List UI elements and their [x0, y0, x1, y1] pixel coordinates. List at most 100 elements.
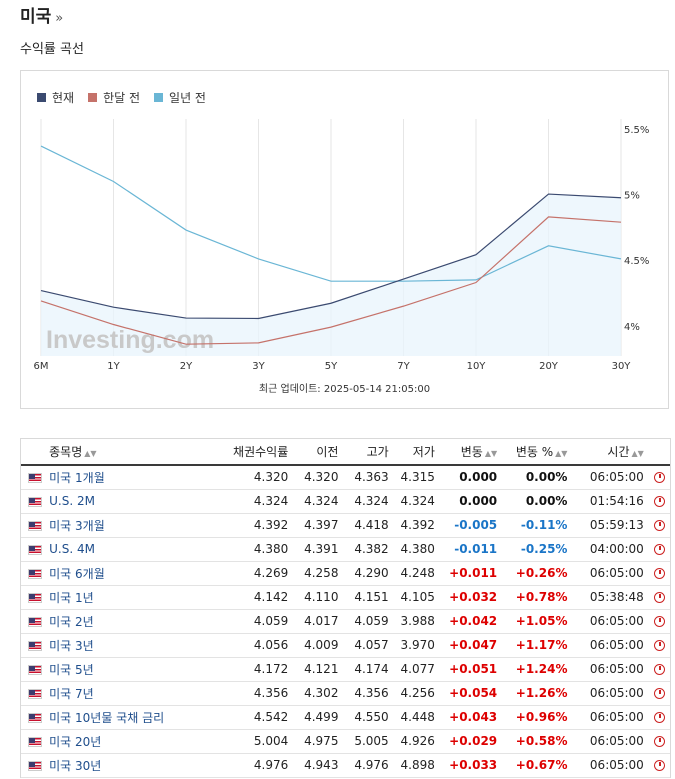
- prev-cell: 4.110: [304, 590, 339, 604]
- high-cell: 4.356: [354, 686, 389, 700]
- time-cell: 06:05:00: [589, 734, 644, 748]
- bond-name-cell[interactable]: 미국 1개월: [49, 465, 220, 489]
- legend-item[interactable]: 한달 전: [88, 89, 140, 106]
- legend-label: 현재: [52, 91, 75, 105]
- bond-name-cell[interactable]: U.S. 4M: [49, 537, 220, 561]
- clock-icon: [650, 657, 670, 681]
- yield-cell: 5.004: [253, 734, 289, 748]
- low-cell: 4.324: [400, 494, 435, 508]
- time-cell: 05:59:13: [589, 518, 644, 532]
- yield-cell: 4.059: [253, 614, 289, 628]
- bond-name-cell[interactable]: 미국 2년: [49, 609, 220, 633]
- table-row: 미국 2년 4.059 4.017 4.059 3.988 +0.042 +1.05% 06:…: [21, 609, 670, 633]
- clock-icon: [650, 729, 670, 753]
- yield-cell: 4.392: [253, 518, 289, 532]
- low-cell: 4.077: [400, 662, 435, 676]
- bond-name-link[interactable]: U.S. 2M: [49, 494, 95, 508]
- change-cell: +0.029: [449, 734, 498, 748]
- table-row: 미국 3개월 4.392 4.397 4.418 4.392 -0.005 -0.11% 05…: [21, 513, 670, 537]
- series-line: [40, 145, 622, 282]
- table-row: 미국 5년 4.172 4.121 4.174 4.077 +0.051 +1.24% 06:…: [21, 657, 670, 681]
- low-cell: 4.380: [400, 542, 435, 556]
- low-cell: 3.970: [400, 638, 435, 652]
- bond-name-cell[interactable]: 미국 6개월: [49, 561, 220, 585]
- header-change[interactable]: 변동 ▲▼: [460, 445, 498, 459]
- bond-name-link[interactable]: 미국 6개월: [49, 566, 105, 581]
- yield-cell: 4.142: [253, 590, 289, 604]
- change-pct-cell: -0.11%: [520, 518, 568, 532]
- yield-cell: 4.324: [253, 494, 289, 508]
- clock-icon: [650, 585, 670, 609]
- high-cell: 4.059: [354, 614, 389, 628]
- bond-table: 종목명 ▲▼ 채권수익률 이전 고가 저가 변동 ▲▼ 변동 % ▲▼ 시간 ▲▼ 미국…: [21, 439, 670, 778]
- bond-name-link[interactable]: 미국 5년: [49, 662, 94, 677]
- us-flag-icon: [21, 489, 49, 513]
- table-row: U.S. 4M 4.380 4.391 4.382 4.380 -0.011 -0.25% 0…: [21, 537, 670, 561]
- change-pct-cell: +0.67%: [515, 758, 568, 772]
- bond-name-link[interactable]: 미국 3년: [49, 638, 94, 653]
- header-name[interactable]: 종목명 ▲▼: [49, 445, 97, 459]
- bond-name-cell[interactable]: 미국 30년: [49, 753, 220, 777]
- clock-icon: [650, 537, 670, 561]
- bond-name-cell[interactable]: 미국 7년: [49, 681, 220, 705]
- high-cell: 4.363: [354, 470, 389, 485]
- clock-icon: [650, 609, 670, 633]
- time-cell: 01:54:16: [589, 494, 644, 508]
- time-cell: 06:05:00: [589, 710, 644, 724]
- high-cell: 4.550: [354, 710, 389, 724]
- header-flag: [21, 439, 49, 465]
- us-flag-icon: [21, 657, 49, 681]
- x-tick-label: 5Y: [325, 361, 338, 372]
- prev-cell: 4.391: [304, 542, 339, 556]
- bond-name-link[interactable]: 미국 3개월: [49, 518, 105, 533]
- legend-item[interactable]: 일년 전: [154, 89, 206, 106]
- bond-name-link[interactable]: 미국 1개월: [49, 470, 105, 485]
- prev-cell: 4.975: [304, 734, 339, 748]
- low-cell: 4.926: [400, 734, 435, 748]
- change-pct-cell: +1.05%: [515, 614, 568, 628]
- bond-name-link[interactable]: U.S. 4M: [49, 542, 95, 556]
- header-clock: [650, 439, 670, 465]
- title-arrow-icon[interactable]: »: [55, 11, 64, 26]
- prev-cell: 4.121: [304, 662, 339, 676]
- time-cell: 06:05:00: [589, 470, 644, 485]
- bond-name-link[interactable]: 미국 1년: [49, 590, 94, 605]
- us-flag-icon: [21, 633, 49, 657]
- page-title: 미국»: [20, 2, 63, 27]
- legend-label: 한달 전: [103, 91, 141, 105]
- bond-name-cell[interactable]: 미국 1년: [49, 585, 220, 609]
- header-change-pct[interactable]: 변동 % ▲▼: [515, 445, 568, 459]
- x-tick-label: 7Y: [397, 361, 410, 372]
- bond-name-cell[interactable]: 미국 3년: [49, 633, 220, 657]
- bond-name-cell[interactable]: 미국 3개월: [49, 513, 220, 537]
- low-cell: 4.105: [400, 590, 435, 604]
- legend-swatch-icon: [154, 93, 164, 102]
- bond-name-cell[interactable]: 미국 10년물 국채 금리: [49, 705, 220, 729]
- bond-name-link[interactable]: 미국 20년: [49, 734, 102, 749]
- time-cell: 05:38:48: [589, 590, 644, 604]
- bond-name-cell[interactable]: 미국 5년: [49, 657, 220, 681]
- high-cell: 4.418: [354, 518, 389, 532]
- sort-icon: ▲▼: [484, 449, 498, 458]
- high-cell: 4.057: [354, 638, 389, 652]
- change-cell: 0.000: [459, 494, 498, 508]
- bond-name-link[interactable]: 미국 7년: [49, 686, 94, 701]
- bond-name-cell[interactable]: U.S. 2M: [49, 489, 220, 513]
- bond-name-link[interactable]: 미국 30년: [49, 758, 102, 773]
- bond-name-link[interactable]: 미국 10년물 국채 금리: [49, 710, 165, 725]
- high-cell: 4.174: [354, 662, 389, 676]
- clock-icon: [650, 561, 670, 585]
- prev-cell: 4.499: [304, 710, 339, 724]
- table-row: 미국 1개월 4.320 4.320 4.363 4.315 0.000 0.00% 06:0…: [21, 465, 670, 489]
- yield-curve-chart: Investing.com 6M 1Y 2Y 3Y 5Y 7Y 10Y 20Y 30Y 5.5% 5%…: [20, 70, 669, 409]
- clock-icon: [650, 633, 670, 657]
- yield-cell: 4.976: [253, 758, 289, 772]
- high-cell: 4.290: [354, 566, 389, 580]
- bond-name-link[interactable]: 미국 2년: [49, 614, 94, 629]
- us-flag-icon: [21, 537, 49, 561]
- legend-item[interactable]: 현재: [37, 89, 74, 106]
- update-note: 최근 업데이트: 2025-05-14 21:05:00: [258, 384, 431, 395]
- header-time[interactable]: 시간 ▲▼: [607, 445, 644, 459]
- bond-name-cell[interactable]: 미국 20년: [49, 729, 220, 753]
- change-pct-cell: +1.24%: [515, 662, 568, 676]
